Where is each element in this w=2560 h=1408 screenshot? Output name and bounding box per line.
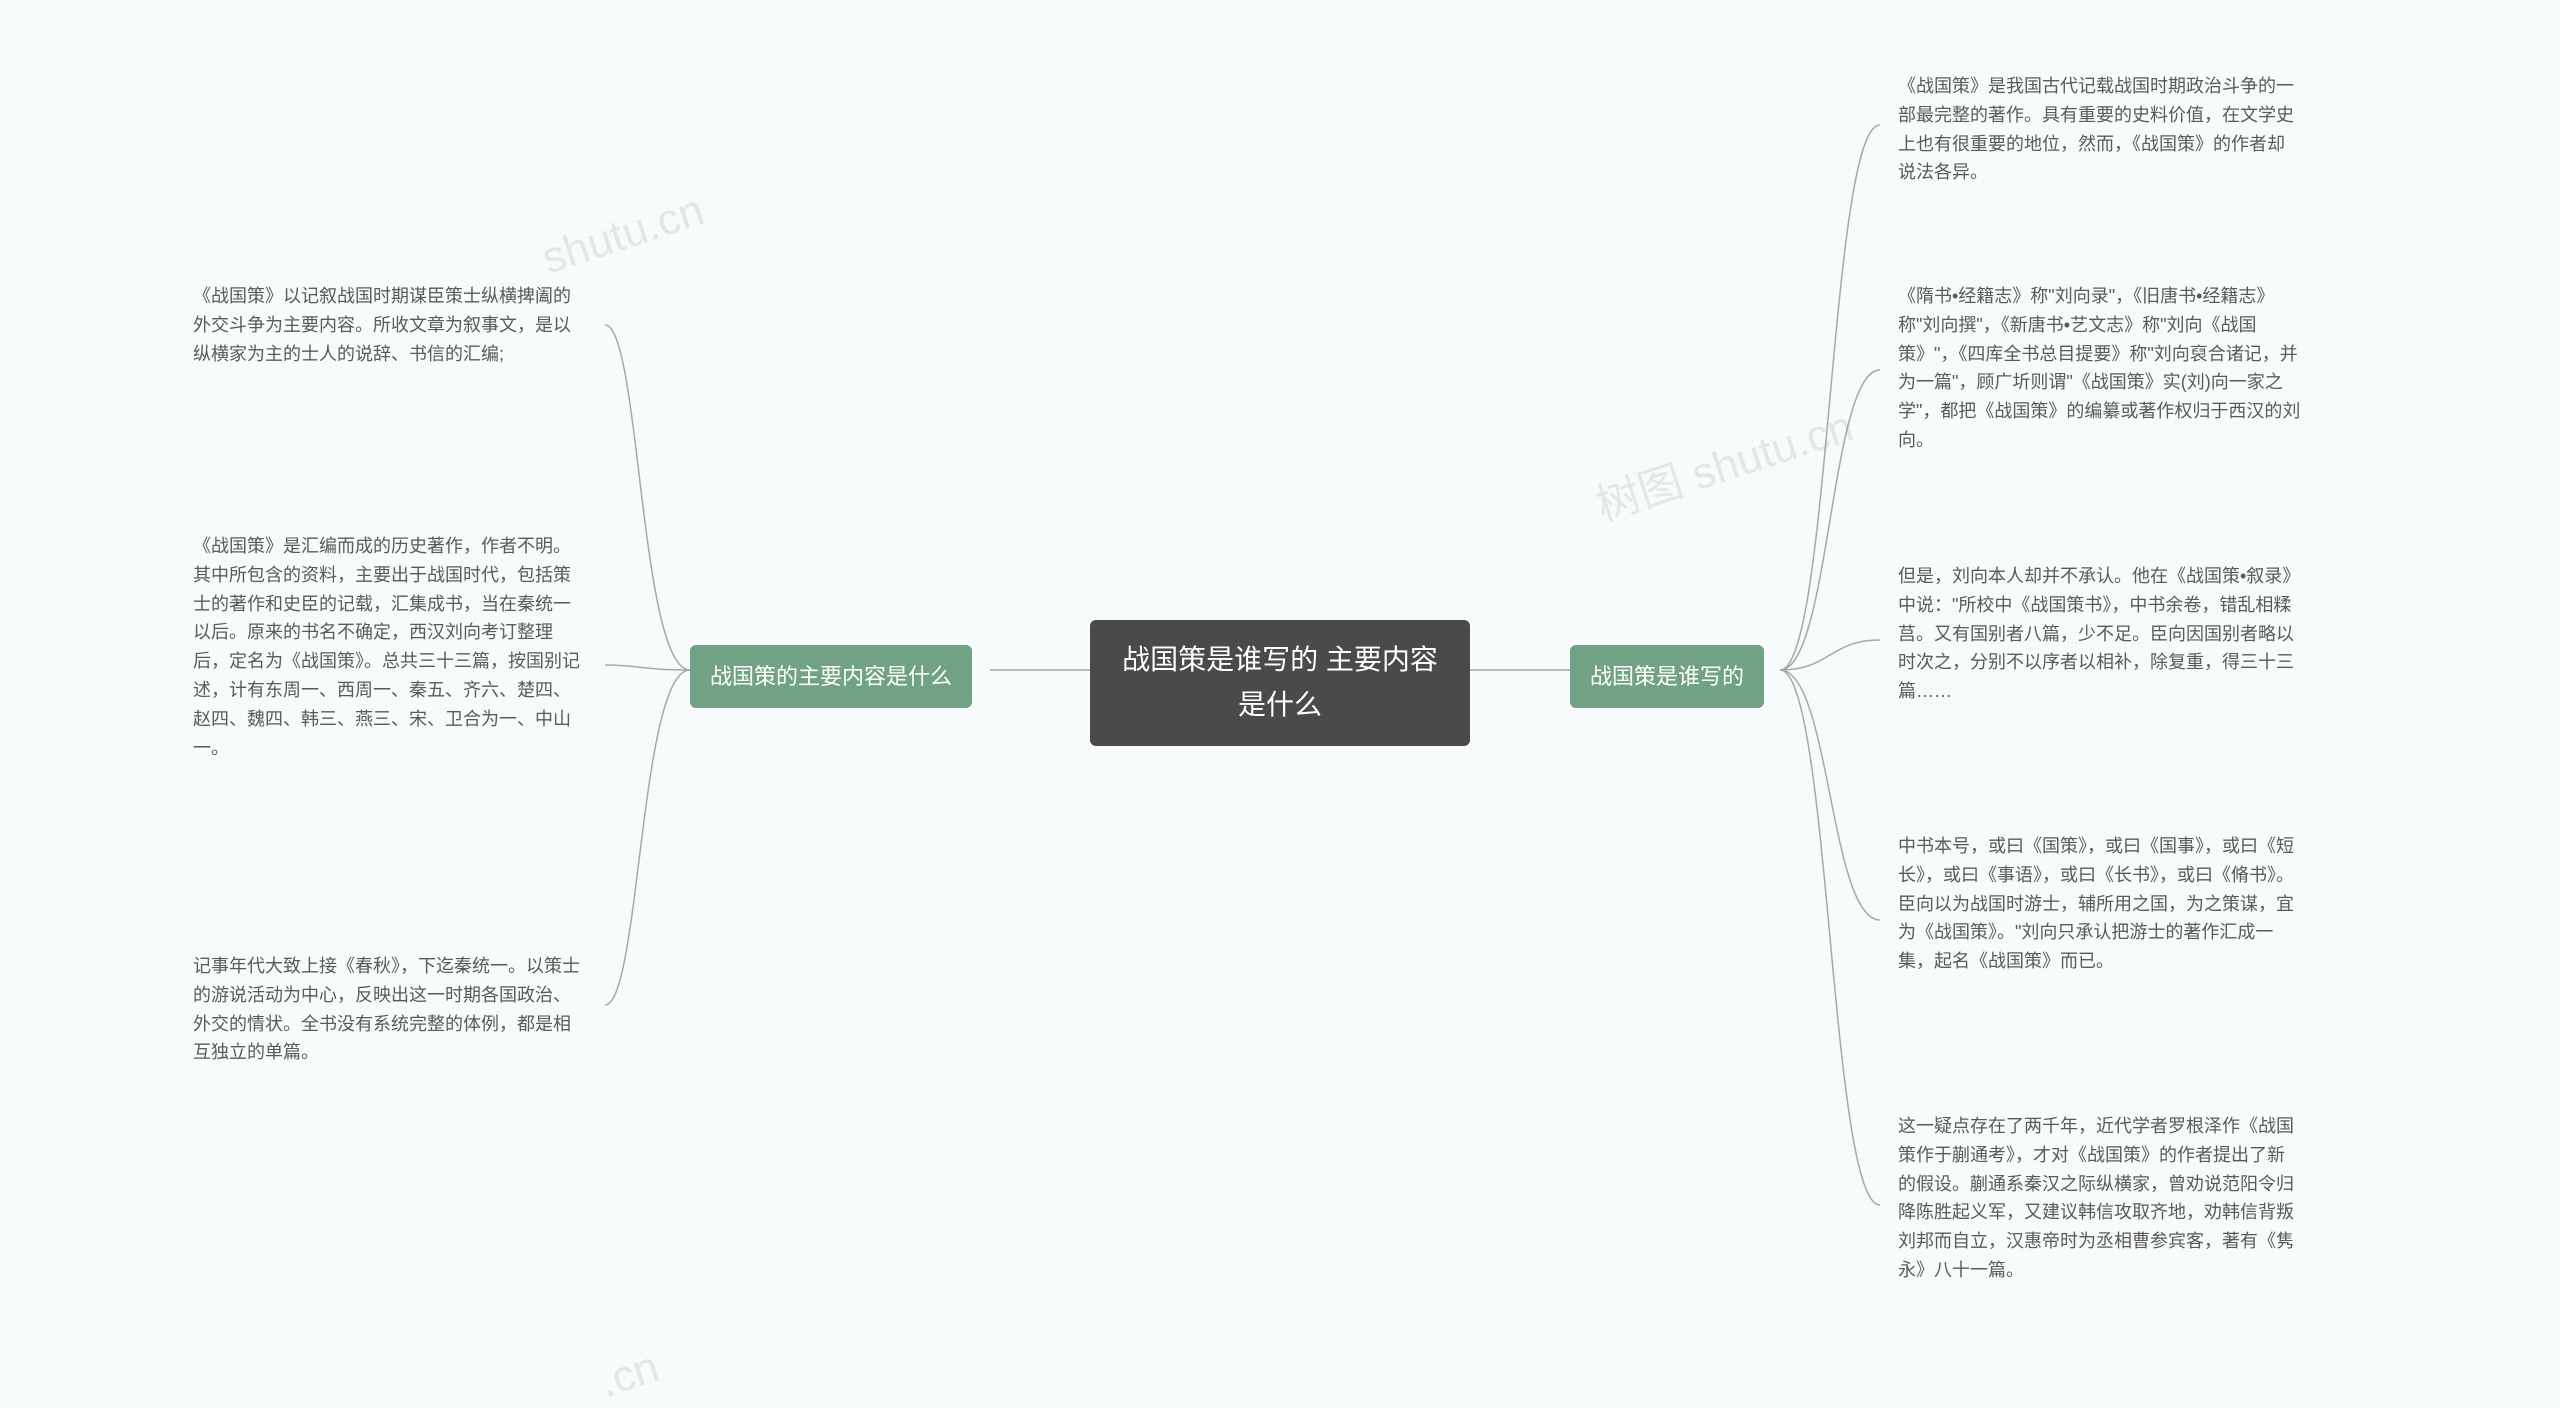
right-leaf-4[interactable]: 这一疑点存在了两千年，近代学者罗根泽作《战国策作于蒯通考》，才对《战国策》的作者… bbox=[1880, 1100, 2320, 1297]
right-branch-node[interactable]: 战国策是谁写的 bbox=[1570, 645, 1764, 708]
right-leaf-2-text: 但是，刘向本人却并不承认。他在《战国策•叙录》中说："所校中《战国策书》，中书余… bbox=[1898, 566, 2300, 701]
mindmap-canvas: 战国策是谁写的 主要内容 是什么 战国策的主要内容是什么 《战国策》以记叙战国时… bbox=[0, 0, 2560, 1381]
center-line1: 战国策是谁写的 主要内容 bbox=[1110, 638, 1450, 683]
right-leaf-4-text: 这一疑点存在了两千年，近代学者罗根泽作《战国策作于蒯通考》，才对《战国策》的作者… bbox=[1898, 1116, 2294, 1280]
watermark-1-text: 树图 shutu.cn bbox=[1590, 402, 1859, 531]
right-leaf-3-text: 中书本号，或曰《国策》，或曰《国事》，或曰《短长》，或曰《事语》，或曰《长书》，… bbox=[1898, 836, 2294, 971]
left-leaf-2[interactable]: 记事年代大致上接《春秋》，下迄秦统一。以策士的游说活动为中心，反映出这一时期各国… bbox=[175, 940, 605, 1079]
left-branch-node[interactable]: 战国策的主要内容是什么 bbox=[690, 645, 972, 708]
right-branch-label: 战国策是谁写的 bbox=[1590, 664, 1744, 689]
left-leaf-1-text: 《战国策》是汇编而成的历史著作，作者不明。其中所包含的资料，主要出于战国时代，包… bbox=[193, 536, 580, 758]
left-branch-label: 战国策的主要内容是什么 bbox=[710, 664, 952, 689]
right-leaf-0-text: 《战国策》是我国古代记载战国时期政治斗争的一部最完整的著作。具有重要的史料价值，… bbox=[1898, 76, 2294, 182]
right-leaf-2[interactable]: 但是，刘向本人却并不承认。他在《战国策•叙录》中说："所校中《战国策书》，中书余… bbox=[1880, 550, 2320, 718]
center-line2: 是什么 bbox=[1110, 683, 1450, 728]
right-leaf-1-text: 《隋书•经籍志》称"刘向录"，《旧唐书•经籍志》称"刘向撰"，《新唐书•艺文志》… bbox=[1898, 286, 2300, 450]
left-leaf-0[interactable]: 《战国策》以记叙战国时期谋臣策士纵横捭阖的外交斗争为主要内容。所收文章为叙事文，… bbox=[175, 270, 605, 380]
watermark-2-text: .cn bbox=[594, 1342, 665, 1407]
right-leaf-0[interactable]: 《战国策》是我国古代记载战国时期政治斗争的一部最完整的著作。具有重要的史料价值，… bbox=[1880, 60, 2320, 199]
left-leaf-1[interactable]: 《战国策》是汇编而成的历史著作，作者不明。其中所包含的资料，主要出于战国时代，包… bbox=[175, 520, 605, 774]
watermark-1: 树图 shutu.cn bbox=[1587, 390, 1860, 533]
watermark-2: .cn bbox=[594, 1342, 665, 1408]
left-leaf-0-text: 《战国策》以记叙战国时期谋臣策士纵横捭阖的外交斗争为主要内容。所收文章为叙事文，… bbox=[193, 286, 571, 364]
right-leaf-3[interactable]: 中书本号，或曰《国策》，或曰《国事》，或曰《短长》，或曰《事语》，或曰《长书》，… bbox=[1880, 820, 2320, 988]
right-leaf-1[interactable]: 《隋书•经籍志》称"刘向录"，《旧唐书•经籍志》称"刘向撰"，《新唐书•艺文志》… bbox=[1880, 270, 2320, 467]
left-leaf-2-text: 记事年代大致上接《春秋》，下迄秦统一。以策士的游说活动为中心，反映出这一时期各国… bbox=[193, 956, 580, 1062]
center-node[interactable]: 战国策是谁写的 主要内容 是什么 bbox=[1090, 620, 1470, 746]
watermark-0-text: shutu.cn bbox=[536, 186, 709, 284]
